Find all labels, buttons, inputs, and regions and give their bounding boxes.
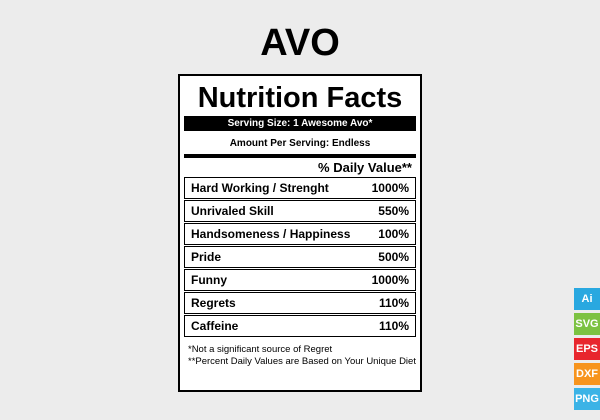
nutrient-value: 110% xyxy=(378,319,409,333)
rows: Hard Working / Strenght 1000% Unrivaled Sk… xyxy=(184,177,416,338)
divider xyxy=(184,154,416,158)
serving-size: Serving Size: 1 Awesome Avo* xyxy=(184,116,416,131)
nutrient-row: Caffeine 110% xyxy=(184,315,416,337)
nutrient-row: Regrets 110% xyxy=(184,292,416,314)
format-badge: SVG xyxy=(574,313,600,335)
nutrient-name: Unrivaled Skill xyxy=(191,204,274,218)
nutrient-value: 100% xyxy=(378,227,409,241)
nutrient-value: 500% xyxy=(378,250,409,264)
nutrient-row: Pride 500% xyxy=(184,246,416,268)
format-badge: EPS xyxy=(574,338,600,360)
nutrient-name: Pride xyxy=(191,250,222,264)
amount-per-serving: Amount Per Serving: Endless xyxy=(229,138,371,149)
format-badge: DXF xyxy=(574,363,600,385)
nutrition-label: Nutrition Facts Serving Size: 1 Awesome … xyxy=(178,74,422,392)
nutrient-name: Regrets xyxy=(191,296,236,310)
nutrient-row: Handsomeness / Happiness 100% xyxy=(184,223,416,245)
nutrient-row: Hard Working / Strenght 1000% xyxy=(184,177,416,199)
format-badge: Ai xyxy=(574,288,600,310)
nutrient-name: Handsomeness / Happiness xyxy=(191,227,351,241)
title: AVO xyxy=(260,22,340,64)
nutrient-name: Hard Working / Strenght xyxy=(191,181,329,195)
nutrient-name: Caffeine xyxy=(191,319,239,333)
nutrient-value: 1000% xyxy=(371,181,409,195)
footnote: *Not a significant source of Regret xyxy=(188,344,333,355)
nutrient-value: 550% xyxy=(378,204,409,218)
nutrient-value: 110% xyxy=(378,296,409,310)
nutrient-row: Funny 1000% xyxy=(184,269,416,291)
nutrient-value: 1000% xyxy=(371,273,409,287)
footnotes: *Not a significant source of Regret **Per… xyxy=(188,344,416,368)
nutrient-name: Funny xyxy=(191,273,227,287)
heading: Nutrition Facts xyxy=(197,82,403,114)
format-badge: PNG xyxy=(574,388,600,410)
nutrient-row: Unrivaled Skill 550% xyxy=(184,200,416,222)
footnote: **Percent Daily Values are Based on Your… xyxy=(188,356,416,367)
daily-value-header: % Daily Value** xyxy=(318,160,412,175)
